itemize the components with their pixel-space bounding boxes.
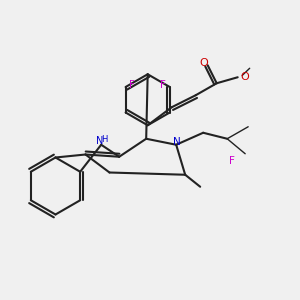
Text: F: F <box>129 80 135 91</box>
Text: O: O <box>200 58 208 68</box>
Text: O: O <box>240 72 249 82</box>
Text: N: N <box>96 136 103 146</box>
Text: F: F <box>160 80 166 91</box>
Text: H: H <box>102 135 108 144</box>
Text: N: N <box>173 137 181 147</box>
Text: F: F <box>229 156 235 166</box>
